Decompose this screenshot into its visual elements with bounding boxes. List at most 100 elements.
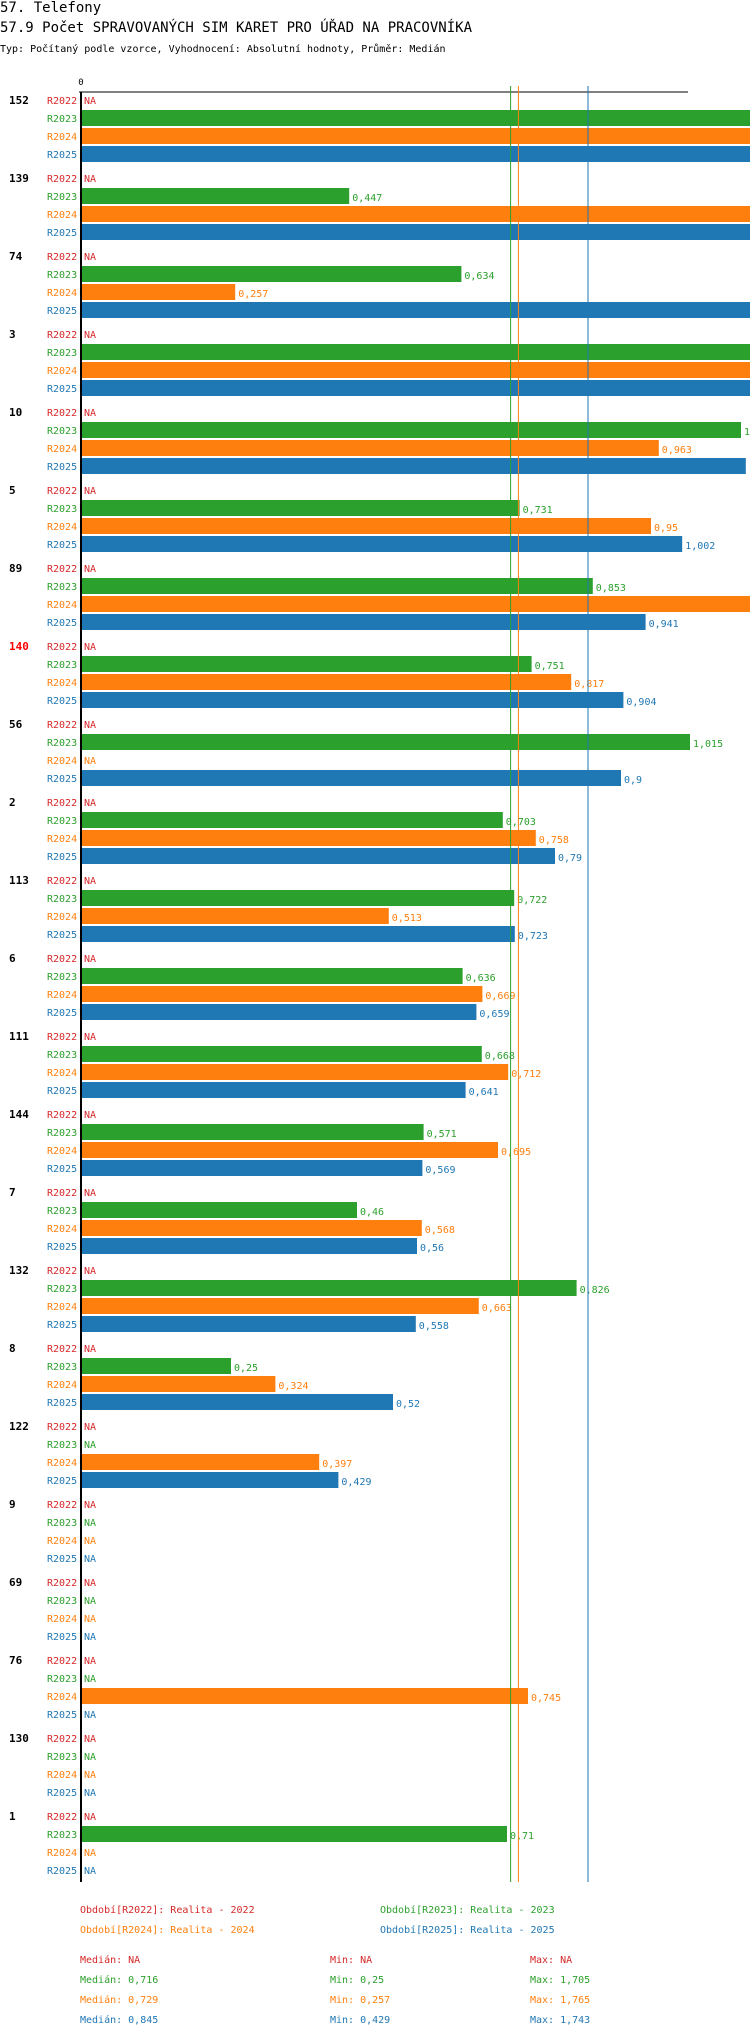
data-label: 0,52	[396, 1399, 420, 1410]
na-label: NA	[84, 96, 96, 107]
data-label: 0,745	[531, 1693, 561, 1704]
na-label: NA	[84, 486, 96, 497]
series-row-label: R2024	[47, 1614, 77, 1625]
bar	[81, 146, 750, 162]
na-label: NA	[84, 1770, 96, 1781]
bar	[81, 1124, 424, 1140]
series-row-label: R2025	[47, 930, 77, 941]
series-row-label: R2022	[47, 642, 77, 653]
bar	[81, 1004, 477, 1020]
series-row-label: R2022	[47, 1344, 77, 1355]
data-label: 0,257	[238, 289, 268, 300]
bar	[81, 968, 463, 984]
na-label: NA	[84, 1032, 96, 1043]
bar	[81, 1376, 276, 1392]
chart-title: 57.9 Počet SPRAVOVANÝCH SIM KARET PRO ÚŘ…	[0, 20, 473, 36]
group-label: 122	[9, 1420, 29, 1433]
legend-median: Medián: 0,729	[80, 1995, 159, 2006]
bar	[81, 362, 750, 378]
series-row-label: R2022	[47, 720, 77, 731]
group-label: 130	[9, 1732, 29, 1745]
data-label: 0,571	[427, 1129, 457, 1140]
data-label: 0,659	[479, 1009, 509, 1020]
series-row-label: R2023	[47, 270, 77, 281]
series-row-label: R2023	[47, 1440, 77, 1451]
series-row-label: R2023	[47, 1206, 77, 1217]
data-label: 0,703	[506, 817, 536, 828]
na-label: NA	[84, 798, 96, 809]
data-label: 0,569	[425, 1165, 455, 1176]
series-row-label: R2025	[47, 1866, 77, 1877]
series-row-label: R2022	[47, 330, 77, 341]
na-label: NA	[84, 876, 96, 887]
bar	[81, 1298, 479, 1314]
chart-subtitle: Typ: Počítaný podle vzorce, Vyhodnocení:…	[0, 44, 446, 55]
series-row-label: R2025	[47, 1554, 77, 1565]
na-label: NA	[84, 1866, 96, 1877]
bar	[81, 1142, 498, 1158]
series-row-label: R2022	[47, 1500, 77, 1511]
group-label: 140	[9, 640, 29, 653]
legend-period: Období[R2024]: Realita - 2024	[80, 1925, 255, 1936]
bar	[81, 734, 690, 750]
series-row-label: R2025	[47, 1164, 77, 1175]
series-row-label: R2024	[47, 210, 77, 221]
bar	[81, 266, 462, 282]
bar	[81, 1454, 320, 1470]
bar	[81, 500, 520, 516]
bar	[81, 1826, 507, 1842]
series-row-label: R2023	[47, 816, 77, 827]
data-label: 0,663	[482, 1303, 512, 1314]
data-label: 0,79	[558, 853, 582, 864]
bar	[81, 1238, 417, 1254]
series-row-label: R2023	[47, 1752, 77, 1763]
legend-max: Max: NA	[530, 1955, 573, 1966]
group-label: 10	[9, 406, 22, 419]
bar	[81, 1358, 231, 1374]
series-row-label: R2025	[47, 1008, 77, 1019]
data-label: 1,108	[749, 463, 750, 474]
data-label: 0,25	[234, 1363, 258, 1374]
group-label: 144	[9, 1108, 29, 1121]
series-row-label: R2025	[47, 774, 77, 785]
na-label: NA	[84, 1596, 96, 1607]
series-row-label: R2022	[47, 564, 77, 575]
series-row-label: R2022	[47, 876, 77, 887]
data-label: 0,641	[469, 1087, 499, 1098]
data-label: 0,46	[360, 1207, 384, 1218]
series-row-label: R2024	[47, 912, 77, 923]
data-label: 0,904	[626, 697, 656, 708]
na-label: NA	[84, 1632, 96, 1643]
series-row-label: R2023	[47, 1830, 77, 1841]
series-row-label: R2023	[47, 504, 77, 515]
series-row-label: R2023	[47, 1284, 77, 1295]
group-label: 2	[9, 796, 16, 809]
series-row-label: R2022	[47, 1422, 77, 1433]
bar	[81, 128, 750, 144]
bar	[81, 380, 750, 396]
series-row-label: R2022	[47, 954, 77, 965]
series-row-label: R2023	[47, 1674, 77, 1685]
series-row-label: R2025	[47, 1476, 77, 1487]
series-row-label: R2025	[47, 306, 77, 317]
series-row-label: R2024	[47, 132, 77, 143]
series-row-label: R2024	[47, 678, 77, 689]
bar	[81, 692, 624, 708]
bar	[81, 344, 750, 360]
series-row-label: R2023	[47, 1596, 77, 1607]
series-row-label: R2025	[47, 228, 77, 239]
series-row-label: R2025	[47, 852, 77, 863]
series-row-label: R2022	[47, 486, 77, 497]
na-label: NA	[84, 174, 96, 185]
series-row-label: R2024	[47, 1302, 77, 1313]
group-label: 5	[9, 484, 16, 497]
na-label: NA	[84, 954, 96, 965]
bar	[81, 1064, 509, 1080]
group-label: 76	[9, 1654, 23, 1667]
data-label: 0,9	[624, 775, 642, 786]
data-label: 0,963	[662, 445, 692, 456]
na-label: NA	[84, 1536, 96, 1547]
series-row-label: R2024	[47, 756, 77, 767]
legend-min: Min: 0,257	[330, 1995, 391, 2006]
